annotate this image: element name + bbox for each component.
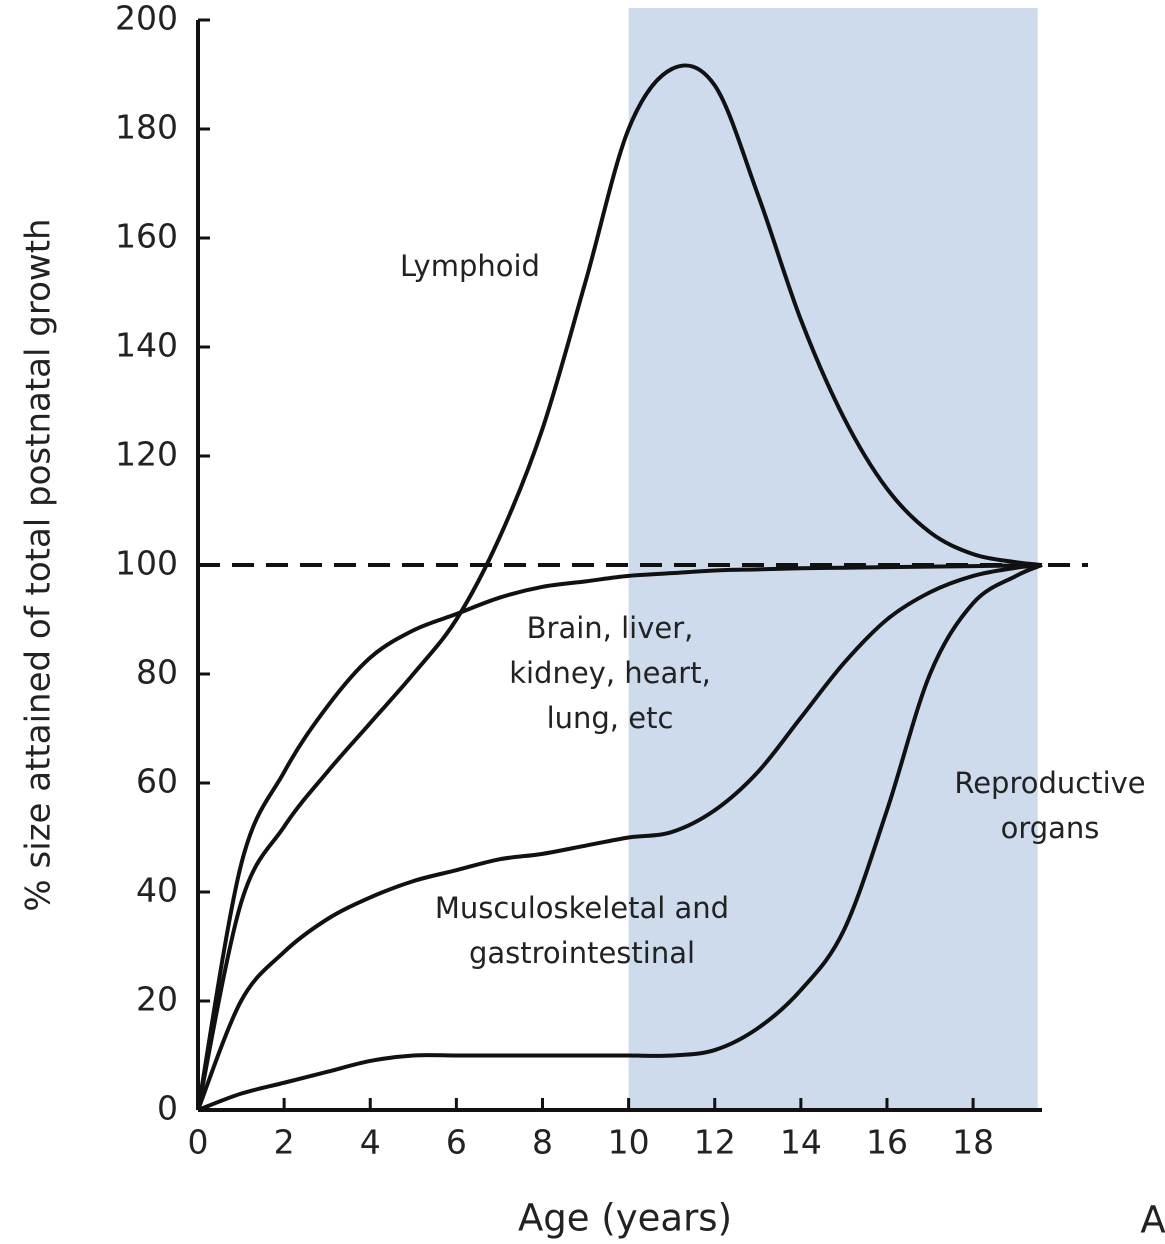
x-tick-label: 4 <box>360 1123 381 1162</box>
label-line: organs <box>1001 811 1100 845</box>
label-line: kidney, heart, <box>509 656 711 690</box>
label-line: lung, etc <box>547 701 674 735</box>
y-tick-label: 120 <box>115 435 178 474</box>
y-tick-label: 60 <box>136 762 178 801</box>
y-tick-label: 160 <box>115 217 178 256</box>
series-label: Reproductive organs <box>954 766 1145 845</box>
y-tick-label: 100 <box>115 544 178 583</box>
panel-label: A <box>1140 1199 1165 1242</box>
label-line: Reproductive <box>954 766 1145 800</box>
series-line <box>196 563 1043 1111</box>
x-tick-label: 16 <box>866 1123 908 1162</box>
y-axis-label: % size attained of total postnatal growt… <box>19 218 59 911</box>
x-axis-label: Age (years) <box>518 1197 732 1240</box>
series-label: Brain, liver, kidney, heart, lung, etc <box>509 611 711 735</box>
y-tick-label: 20 <box>136 980 178 1019</box>
x-tick-label: 6 <box>446 1123 467 1162</box>
label-line: Lymphoid <box>400 249 540 283</box>
y-tick-label: 200 <box>115 0 178 38</box>
y-tick-label: 140 <box>115 326 178 365</box>
series-line <box>196 563 1043 1111</box>
x-tick-label: 10 <box>608 1123 650 1162</box>
x-tick-label: 8 <box>532 1123 553 1162</box>
series-line <box>197 563 1043 1112</box>
x-tick-label: 2 <box>274 1123 295 1162</box>
x-tick-label: 18 <box>952 1123 994 1162</box>
x-tick-label: 12 <box>694 1123 736 1162</box>
label-line: Brain, liver, <box>527 611 694 645</box>
series-label: Lymphoid <box>400 249 540 283</box>
y-tick-label: 180 <box>115 108 178 147</box>
shaded-region <box>628 8 1038 1110</box>
y-tick-label: 80 <box>136 653 178 692</box>
y-tick-label: 40 <box>136 871 178 910</box>
label-line: Musculoskeletal and <box>435 891 729 925</box>
x-tick-label: 0 <box>188 1123 209 1162</box>
series-line <box>196 63 1043 1111</box>
y-tick-label: 0 <box>157 1089 178 1128</box>
series-label: Musculoskeletal and gastrointestinal <box>435 891 729 970</box>
label-line: gastrointestinal <box>469 936 695 970</box>
x-tick-label: 14 <box>780 1123 822 1162</box>
